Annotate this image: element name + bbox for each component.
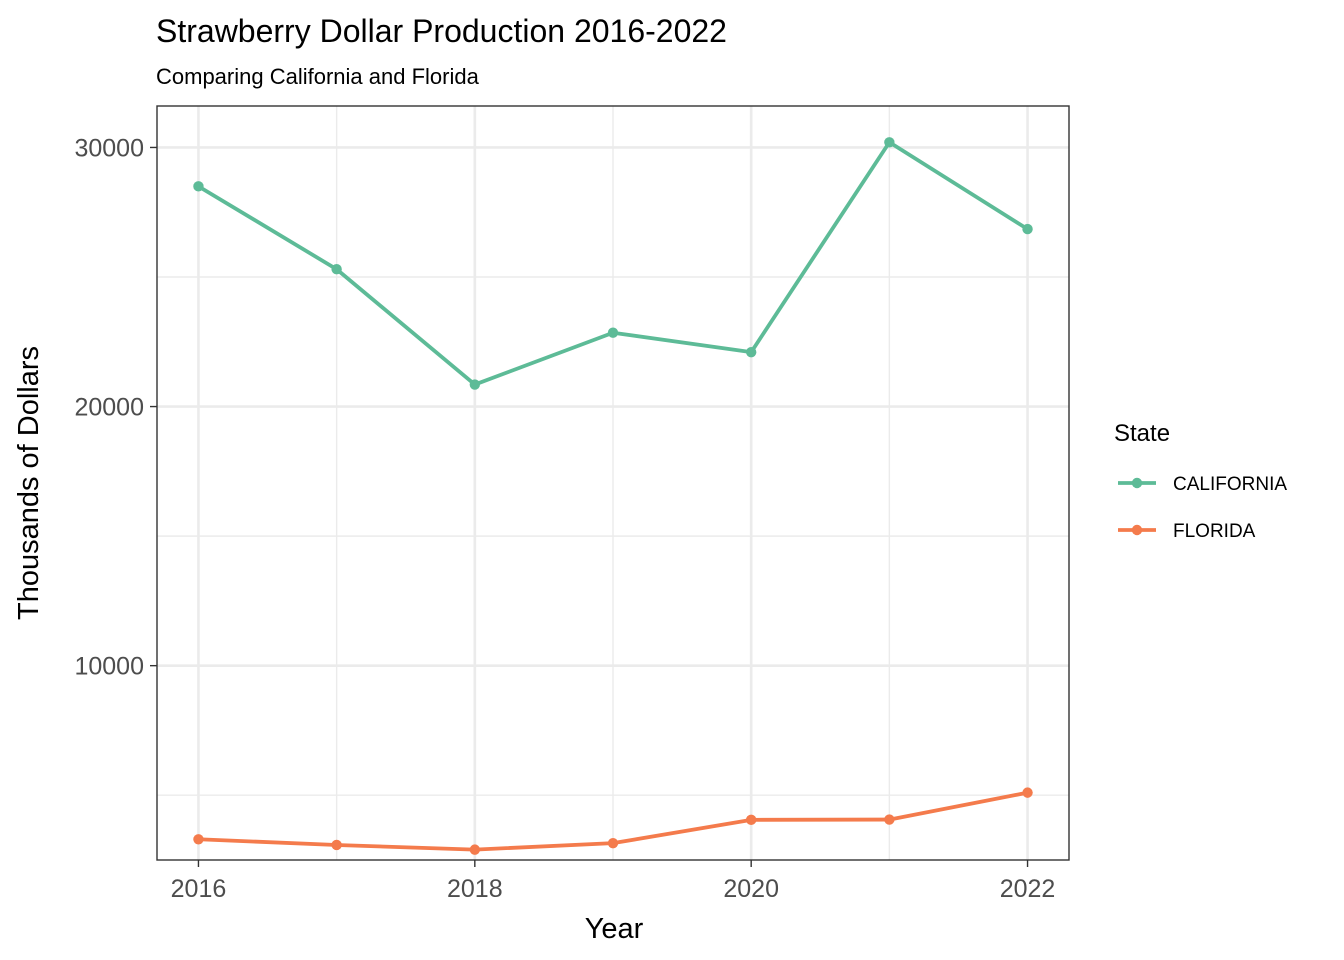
plot-panel-border [156, 105, 1070, 861]
data-point-california [884, 137, 895, 148]
data-point-florida [469, 844, 481, 855]
data-point-california [745, 346, 757, 358]
y-axis-title: Thousands of Dollars [13, 346, 45, 620]
chart-subtitle: Comparing California and Florida [156, 64, 480, 89]
legend-item-california: CALIFORNIA [1118, 474, 1287, 495]
data-point-california [607, 327, 619, 338]
x-tick-label: 2018 [447, 875, 503, 903]
data-point-florida [745, 814, 757, 826]
data-point-florida [607, 837, 619, 849]
y-tick-label: 30000 [74, 134, 144, 162]
data-point-florida [884, 814, 895, 825]
data-point-california [469, 379, 481, 390]
grid-major-lines [157, 106, 1069, 860]
legend: State CALIFORNIA FLORIDA [1114, 420, 1287, 542]
grid-minor-lines [157, 106, 1069, 860]
series-california [193, 137, 1033, 390]
data-point-florida [1022, 787, 1033, 798]
data-point-california [1022, 223, 1033, 235]
legend-item-florida: FLORIDA [1118, 521, 1256, 542]
data-point-california [193, 181, 204, 192]
series-florida [193, 787, 1033, 855]
x-tick-label: 2020 [723, 875, 779, 903]
x-axis: 2016 2018 2020 2022 [171, 860, 1056, 903]
legend-title: State [1114, 420, 1170, 447]
y-axis: 10000 20000 30000 [74, 134, 157, 681]
legend-label: CALIFORNIA [1173, 474, 1287, 495]
y-tick-label: 20000 [74, 394, 144, 422]
legend-key-point [1131, 524, 1143, 536]
series-layer [193, 137, 1033, 855]
legend-label: FLORIDA [1173, 521, 1256, 542]
data-point-california [331, 264, 342, 275]
data-point-florida [331, 839, 342, 851]
y-tick-label: 10000 [74, 653, 144, 681]
x-axis-title: Year [585, 913, 644, 945]
data-point-florida [193, 834, 204, 845]
x-tick-label: 2016 [171, 875, 227, 903]
x-tick-label: 2022 [1000, 875, 1056, 903]
chart-title: Strawberry Dollar Production 2016-2022 [156, 13, 727, 49]
legend-key-point [1131, 477, 1143, 489]
